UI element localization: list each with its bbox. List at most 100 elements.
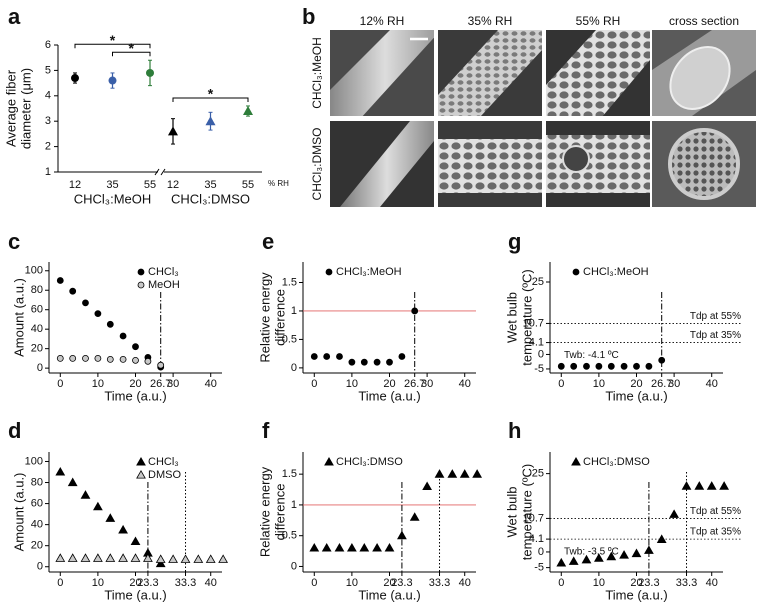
y-tick-label: 0.5: [282, 333, 297, 345]
y-axis-label: Amount (a.u.): [11, 473, 26, 552]
column-label: 12% RH: [360, 14, 405, 28]
x-tick-label: 0: [311, 577, 317, 589]
x-tick-label: 10: [346, 378, 358, 390]
marker: [80, 490, 91, 499]
x-tick-label: 10: [92, 378, 104, 390]
marker: [694, 481, 705, 490]
marker: [323, 353, 331, 360]
panel-letter: h: [508, 418, 521, 443]
significance-bracket: [112, 51, 151, 57]
row-label: CHCl₃:MeOH: [310, 37, 324, 109]
legend-label: CHCl₃:MeOH: [336, 266, 402, 278]
annotation: Twb: -3.5 ºC: [564, 547, 619, 558]
marker: [205, 116, 216, 126]
x-axis-label: Time (a.u.): [605, 388, 667, 403]
marker: [347, 542, 357, 552]
y-axis-label: Relative energy: [257, 466, 272, 557]
legend-label: DMSO: [148, 469, 181, 481]
y-tick-label: 25: [532, 468, 544, 480]
sem-image: [330, 121, 434, 207]
y-tick-label: 0: [538, 546, 544, 558]
y-tick-label: 80: [31, 476, 43, 488]
marker: [106, 355, 114, 363]
significance-star: *: [208, 86, 214, 102]
marker: [607, 362, 615, 370]
legend-marker: [137, 268, 145, 276]
marker: [105, 553, 116, 562]
marker: [386, 358, 393, 366]
x-tick-label: 20: [383, 577, 395, 589]
marker: [67, 553, 78, 562]
x-tick-label: 10: [92, 577, 104, 589]
marker: [472, 469, 483, 478]
axis-break: [160, 168, 166, 176]
y-tick-label: 100: [25, 265, 43, 277]
marker: [334, 542, 345, 552]
x-tick-label: 35: [204, 179, 216, 191]
reference-label: Tdp at 35%: [690, 330, 741, 341]
reference-label: Tdp at 55%: [690, 311, 741, 322]
legend-marker: [572, 268, 580, 276]
x-tick-label: 20: [630, 378, 642, 390]
x-tick-label: 40: [205, 577, 217, 589]
x-axis-label: Time (a.u.): [104, 587, 166, 602]
marker: [93, 501, 103, 511]
x-axis-label: Time (a.u.): [358, 587, 420, 602]
group-label: CHCl₃:MeOH: [74, 191, 152, 206]
y-tick-label: 0: [538, 348, 544, 360]
x-tick-label: 0: [311, 378, 317, 390]
marker: [168, 126, 178, 136]
marker: [568, 556, 579, 565]
marker: [82, 354, 89, 362]
marker: [55, 466, 66, 476]
marker: [669, 509, 679, 518]
marker: [71, 74, 79, 83]
x-tick-label: 0: [57, 378, 63, 390]
y-tick-label: 1: [291, 305, 297, 317]
x-tick-label: 55: [144, 179, 156, 191]
x-tick-label: 55: [242, 179, 254, 191]
x-tick-label: 30: [167, 378, 179, 390]
x-tick-label: 10: [593, 378, 605, 390]
marker: [80, 553, 91, 562]
marker: [132, 356, 139, 364]
y-tick-label: 1.5: [282, 468, 297, 480]
sem-image: [652, 121, 756, 207]
panel-letter: a: [8, 4, 21, 29]
marker: [583, 362, 590, 370]
marker: [56, 277, 64, 284]
marker: [69, 287, 77, 295]
legend-marker: [137, 281, 145, 289]
sem-image: [652, 30, 756, 116]
marker: [631, 548, 642, 558]
y-tick-label: 60: [31, 304, 43, 316]
y-tick-label: 10.7: [523, 512, 544, 524]
marker: [56, 354, 64, 362]
y-tick-label: 0.5: [282, 530, 297, 542]
marker: [180, 554, 191, 563]
legend-marker: [136, 456, 146, 466]
y-tick-label: 40: [31, 323, 43, 335]
marker: [321, 542, 332, 552]
x-tick-label: 40: [706, 577, 718, 589]
legend-label: CHCl₃:DMSO: [583, 456, 650, 468]
marker: [595, 362, 603, 370]
x-tick-label: 26.7: [404, 378, 425, 390]
legend-marker: [571, 456, 581, 466]
y-tick-label: 25: [532, 276, 544, 288]
y-tick-label: 0: [37, 362, 43, 374]
x-tick-label: 30: [421, 378, 433, 390]
significance-bracket: [74, 43, 151, 49]
marker: [656, 534, 667, 543]
column-label: cross section: [669, 14, 739, 28]
y-tick-label: 60: [31, 497, 43, 509]
x-unit-label: % RH: [268, 179, 289, 188]
marker: [218, 554, 229, 563]
y-axis-label: Average fiber: [3, 69, 18, 147]
y-tick-label: 10.7: [523, 317, 544, 329]
x-tick-label: 40: [459, 577, 471, 589]
y-tick-label: 20: [31, 343, 43, 355]
y-tick-label: 1: [45, 166, 51, 178]
marker: [620, 362, 628, 370]
y-tick-label: 0: [37, 561, 43, 573]
